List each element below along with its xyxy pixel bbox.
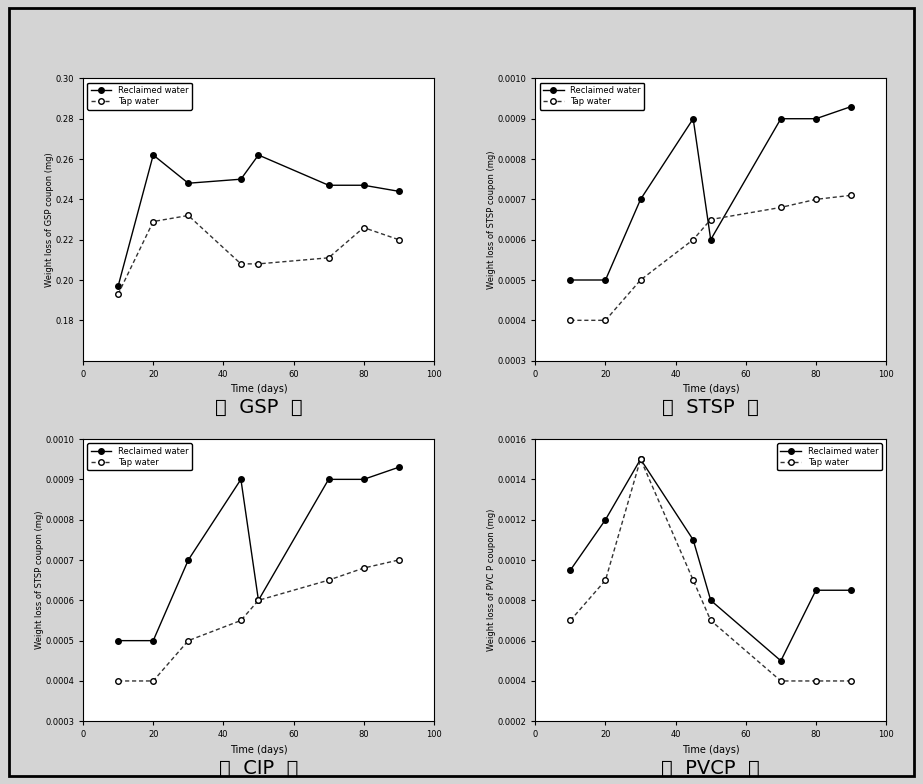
Reclaimed water (148, 636, 159, 645)
Legend: Reclaimed water, Tap water: Reclaimed water, Tap water (88, 82, 192, 110)
Tap water (253, 260, 264, 269)
Tap water (565, 316, 576, 325)
Reclaimed water (148, 151, 159, 160)
Tap water (600, 575, 611, 585)
X-axis label: Time (days): Time (days) (682, 745, 739, 755)
Tap water (393, 555, 404, 564)
Reclaimed water (565, 275, 576, 285)
Tap water (810, 194, 821, 204)
Tap water (358, 564, 369, 573)
Text: 〈  STSP  〉: 〈 STSP 〉 (663, 398, 759, 417)
Reclaimed water (810, 114, 821, 123)
Line: Tap water: Tap water (568, 456, 854, 684)
Tap water (775, 677, 786, 686)
Reclaimed water (688, 114, 699, 123)
Tap water (635, 455, 646, 464)
X-axis label: Time (days): Time (days) (230, 384, 287, 394)
Reclaimed water (775, 656, 786, 666)
Reclaimed water (113, 636, 124, 645)
Tap water (565, 615, 576, 625)
Tap water (705, 215, 716, 224)
Y-axis label: Weight loss of STSP coupon (mg): Weight loss of STSP coupon (mg) (487, 151, 496, 289)
Y-axis label: Weight loss of GSP coupon (mg): Weight loss of GSP coupon (mg) (45, 152, 54, 287)
Line: Reclaimed water: Reclaimed water (568, 103, 854, 283)
Reclaimed water (845, 102, 857, 111)
Tap water (358, 223, 369, 232)
Reclaimed water (253, 596, 264, 605)
Tap water (253, 596, 264, 605)
Tap water (183, 636, 194, 645)
Tap water (775, 203, 786, 212)
Reclaimed water (393, 187, 404, 196)
Tap water (635, 275, 646, 285)
Y-axis label: Weight loss of STSP coupon (mg): Weight loss of STSP coupon (mg) (35, 511, 43, 649)
Tap water (235, 260, 246, 269)
Reclaimed water (688, 535, 699, 545)
Tap water (113, 677, 124, 686)
Reclaimed water (235, 175, 246, 184)
Reclaimed water (323, 474, 334, 484)
Legend: Reclaimed water, Tap water: Reclaimed water, Tap water (88, 443, 192, 470)
Tap water (148, 217, 159, 227)
Tap water (688, 235, 699, 245)
Tap water (148, 677, 159, 686)
Reclaimed water (183, 179, 194, 188)
Text: 〈  PVCP  〉: 〈 PVCP 〉 (662, 759, 760, 778)
Line: Tap water: Tap water (115, 212, 402, 297)
Reclaimed water (705, 235, 716, 245)
Reclaimed water (393, 463, 404, 472)
Line: Reclaimed water: Reclaimed water (568, 456, 854, 663)
Reclaimed water (235, 474, 246, 484)
Reclaimed water (565, 565, 576, 575)
Tap water (845, 191, 857, 200)
Reclaimed water (600, 275, 611, 285)
Reclaimed water (183, 555, 194, 564)
Reclaimed water (810, 586, 821, 595)
Reclaimed water (358, 180, 369, 190)
Y-axis label: Weight loss of PVC P coupon (mg): Weight loss of PVC P coupon (mg) (487, 509, 496, 652)
Tap water (323, 253, 334, 263)
Reclaimed water (775, 114, 786, 123)
Tap water (183, 211, 194, 220)
Line: Reclaimed water: Reclaimed water (115, 152, 402, 289)
Tap water (600, 316, 611, 325)
Tap water (845, 677, 857, 686)
Tap water (235, 615, 246, 625)
Line: Tap water: Tap water (115, 557, 402, 684)
Reclaimed water (323, 180, 334, 190)
Tap water (393, 235, 404, 245)
X-axis label: Time (days): Time (days) (682, 384, 739, 394)
Tap water (705, 615, 716, 625)
Reclaimed water (635, 455, 646, 464)
Reclaimed water (253, 151, 264, 160)
Reclaimed water (635, 194, 646, 204)
Tap water (323, 575, 334, 585)
X-axis label: Time (days): Time (days) (230, 745, 287, 755)
Reclaimed water (600, 515, 611, 524)
Tap water (688, 575, 699, 585)
Tap water (810, 677, 821, 686)
Text: 〈  CIP  〉: 〈 CIP 〉 (219, 759, 298, 778)
Reclaimed water (358, 474, 369, 484)
Legend: Reclaimed water, Tap water: Reclaimed water, Tap water (540, 82, 644, 110)
Reclaimed water (113, 281, 124, 291)
Reclaimed water (705, 596, 716, 605)
Reclaimed water (845, 586, 857, 595)
Legend: Reclaimed water, Tap water: Reclaimed water, Tap water (777, 443, 881, 470)
Tap water (113, 289, 124, 299)
Line: Reclaimed water: Reclaimed water (115, 464, 402, 644)
Text: 〈  GSP  〉: 〈 GSP 〉 (215, 398, 302, 417)
Line: Tap water: Tap water (568, 193, 854, 323)
